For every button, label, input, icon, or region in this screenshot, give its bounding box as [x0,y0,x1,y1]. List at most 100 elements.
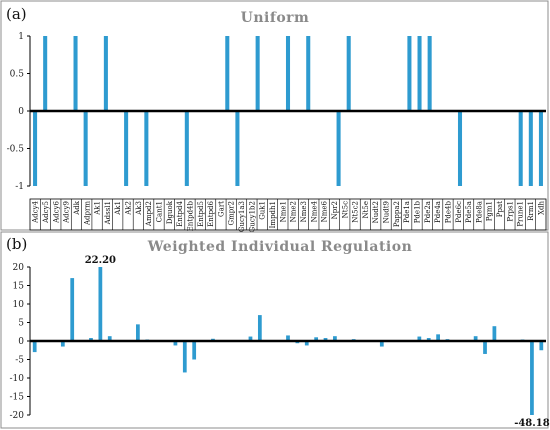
category-label: Pde1b [414,200,422,223]
bar [346,36,351,111]
bar [427,36,432,111]
bar [407,36,412,111]
bar [314,337,319,341]
y-tick-label: -20 [10,411,25,421]
category-label: Gucy1b2 [248,201,256,232]
category-label: Nt5c [341,201,349,218]
category-label: Cant1 [156,201,164,222]
category-label: Entpd6 [207,200,215,226]
category-label: Nme6 [321,200,329,222]
panel-b-annotations: 22.20 -48.18 [85,255,550,429]
bar [43,36,48,111]
bar [255,36,260,111]
category-label: Impdh1 [269,201,277,228]
bar [323,338,328,341]
panel-a-bars [30,36,546,186]
bar [225,36,230,111]
category-label: Adprm [83,201,91,226]
y-tick-label: 0.5 [10,70,25,80]
category-label: Pgm1 [486,201,494,221]
bar [89,338,93,341]
bar [136,324,140,341]
category-label: Adssl1 [104,201,112,225]
bar [285,36,291,111]
category-label: Guk1 [259,201,267,220]
category-label: Ppat [496,201,504,217]
y-tick-label: -1 [15,182,24,192]
category-label: Gart [217,201,225,217]
bar [33,111,38,186]
category-label: Prune1 [517,201,525,227]
category-label: Nme2 [290,201,298,222]
category-label: Adcy4 [32,200,40,223]
bar [32,341,37,353]
bar [457,111,463,186]
bar [333,336,337,341]
category-label: Xdh [537,201,545,215]
bar [483,341,487,354]
category-label: Nme1 [279,201,287,222]
bar [103,36,108,111]
category-label: Pde8a [475,201,483,223]
category-label: Nt5c2 [352,201,360,223]
category-label: Gmpr2 [228,201,236,226]
bar [518,111,523,186]
bar [473,336,478,341]
bar [539,341,544,351]
bar [83,111,88,186]
bar [379,341,384,347]
bar [73,36,78,111]
bar [184,111,189,186]
y-tick-label: 10 [13,300,25,310]
panel-a-label: (a) [6,5,27,23]
category-label: Entpd5 [197,201,205,227]
category-label: Pde4a [434,201,442,223]
y-tick-label: 5 [18,319,24,329]
category-label: Nudt2 [372,201,380,223]
category-label: Pde2a [424,201,432,223]
bar [492,326,497,341]
panel-a-category-labels: Adcy4 Adcy5 Adcy6 Adcy9 Adk Adprm Ak1 Adssl1 Ak1… [29,198,547,232]
bar [235,111,240,186]
category-label: Gucy1a3 [238,201,246,232]
category-label: Ak1 [114,201,122,216]
bar-value-annotation: -48.18 [514,418,550,429]
bar [124,111,129,186]
category-label: Adcy5 [42,201,50,224]
category-label: Pde5a [465,201,473,223]
bar [417,336,422,341]
y-tick-label: -5 [15,356,24,366]
bar [107,336,112,341]
bar [98,267,103,341]
category-label: Pde1a [403,201,411,223]
bar [257,315,262,341]
panel-a-frame [0,0,549,231]
y-tick-label: 0 [18,337,24,347]
y-tick-label: -10 [10,374,25,384]
category-label: Ak3 [135,201,143,216]
category-label: Ampd2 [145,201,153,227]
bar [538,111,543,186]
category-label: Pappa2 [393,201,401,227]
panel-b-frame [0,231,549,429]
panel-b-title: Weighted Individual Regulation [147,239,413,255]
category-label: Ak1 [94,201,102,216]
bar [286,335,290,341]
bar [60,341,65,347]
bar [530,341,534,415]
y-tick-label: -15 [10,393,25,403]
category-label: Pde4b [444,200,452,223]
category-label: Adcy6 [52,200,60,223]
category-label: Ak2 [125,201,133,216]
category-label: Nudt9 [383,201,391,223]
bar-value-annotation: 22.20 [85,255,116,266]
bar [528,111,533,186]
panel-a-title: Uniform [241,10,310,26]
category-label: Entpd4 [176,200,184,226]
category-label: Nme3 [300,201,308,222]
category-label: Nme4 [310,200,318,222]
category-label: Adk [73,200,81,216]
bar [70,278,75,341]
y-tick-label: -0.5 [7,145,25,155]
